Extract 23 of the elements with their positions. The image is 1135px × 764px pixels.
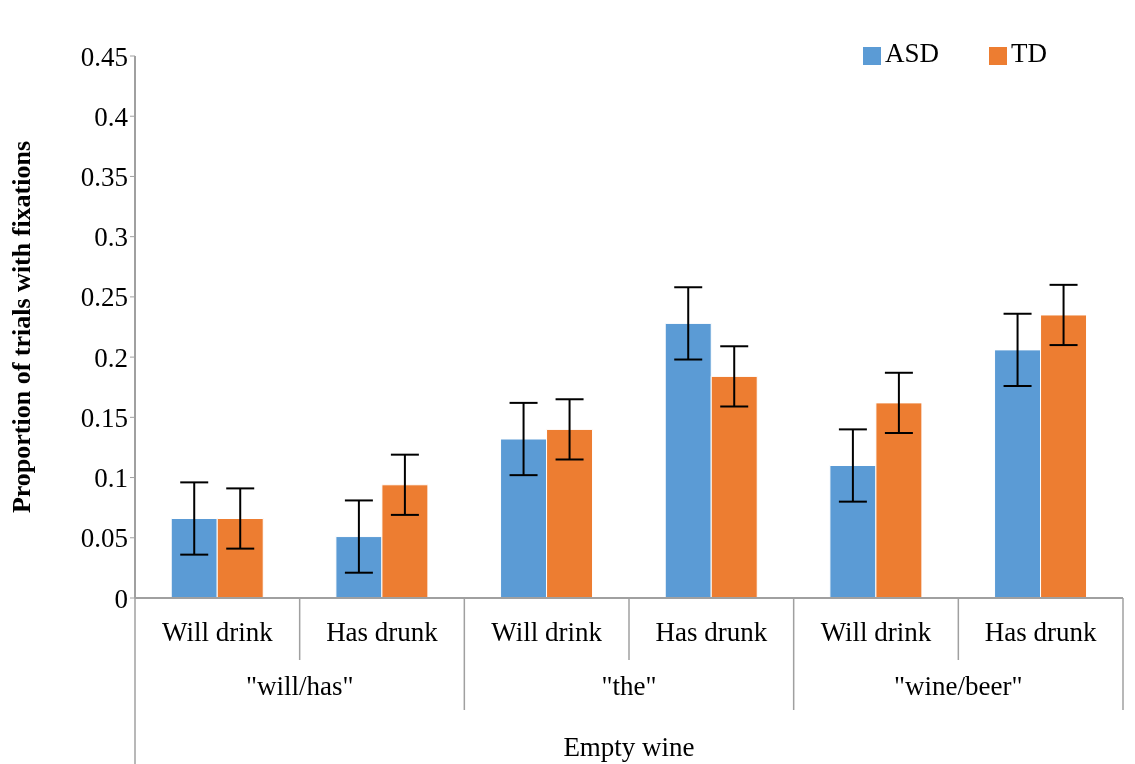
x-tick-label: Will drink xyxy=(162,617,274,648)
x-tick-label: Has drunk xyxy=(326,617,439,648)
x-axis-title: Empty wine xyxy=(563,732,695,762)
y-axis-title: Proportion of trials with fixations xyxy=(7,140,37,514)
text: "will/has" xyxy=(245,671,354,701)
legend-label: ASD xyxy=(884,38,939,68)
legend-label: TD xyxy=(1011,38,1047,68)
y-tick-label: 0.1 xyxy=(94,463,128,494)
y-tick-label: 0.15 xyxy=(80,402,128,433)
x-tick-label: Will drink xyxy=(820,617,932,648)
text: "the" xyxy=(601,671,657,701)
y-tick-label: 0.45 xyxy=(80,41,128,72)
y-tick-label: 0.25 xyxy=(80,282,128,313)
y-tick-label: 0.35 xyxy=(80,162,128,193)
y-tick-label: 0.05 xyxy=(80,523,128,554)
x-tick-label: Will drink xyxy=(491,617,603,648)
text: "wine/beer" xyxy=(894,671,1023,701)
y-tick-label: 0 xyxy=(114,583,128,614)
y-tick-label: 0.3 xyxy=(94,222,128,253)
y-tick-label: 0.2 xyxy=(94,342,128,373)
x-tick-label: Has drunk xyxy=(655,617,768,648)
y-tick-label: 0.4 xyxy=(94,101,129,132)
x-tick-label: Has drunk xyxy=(984,617,1098,648)
